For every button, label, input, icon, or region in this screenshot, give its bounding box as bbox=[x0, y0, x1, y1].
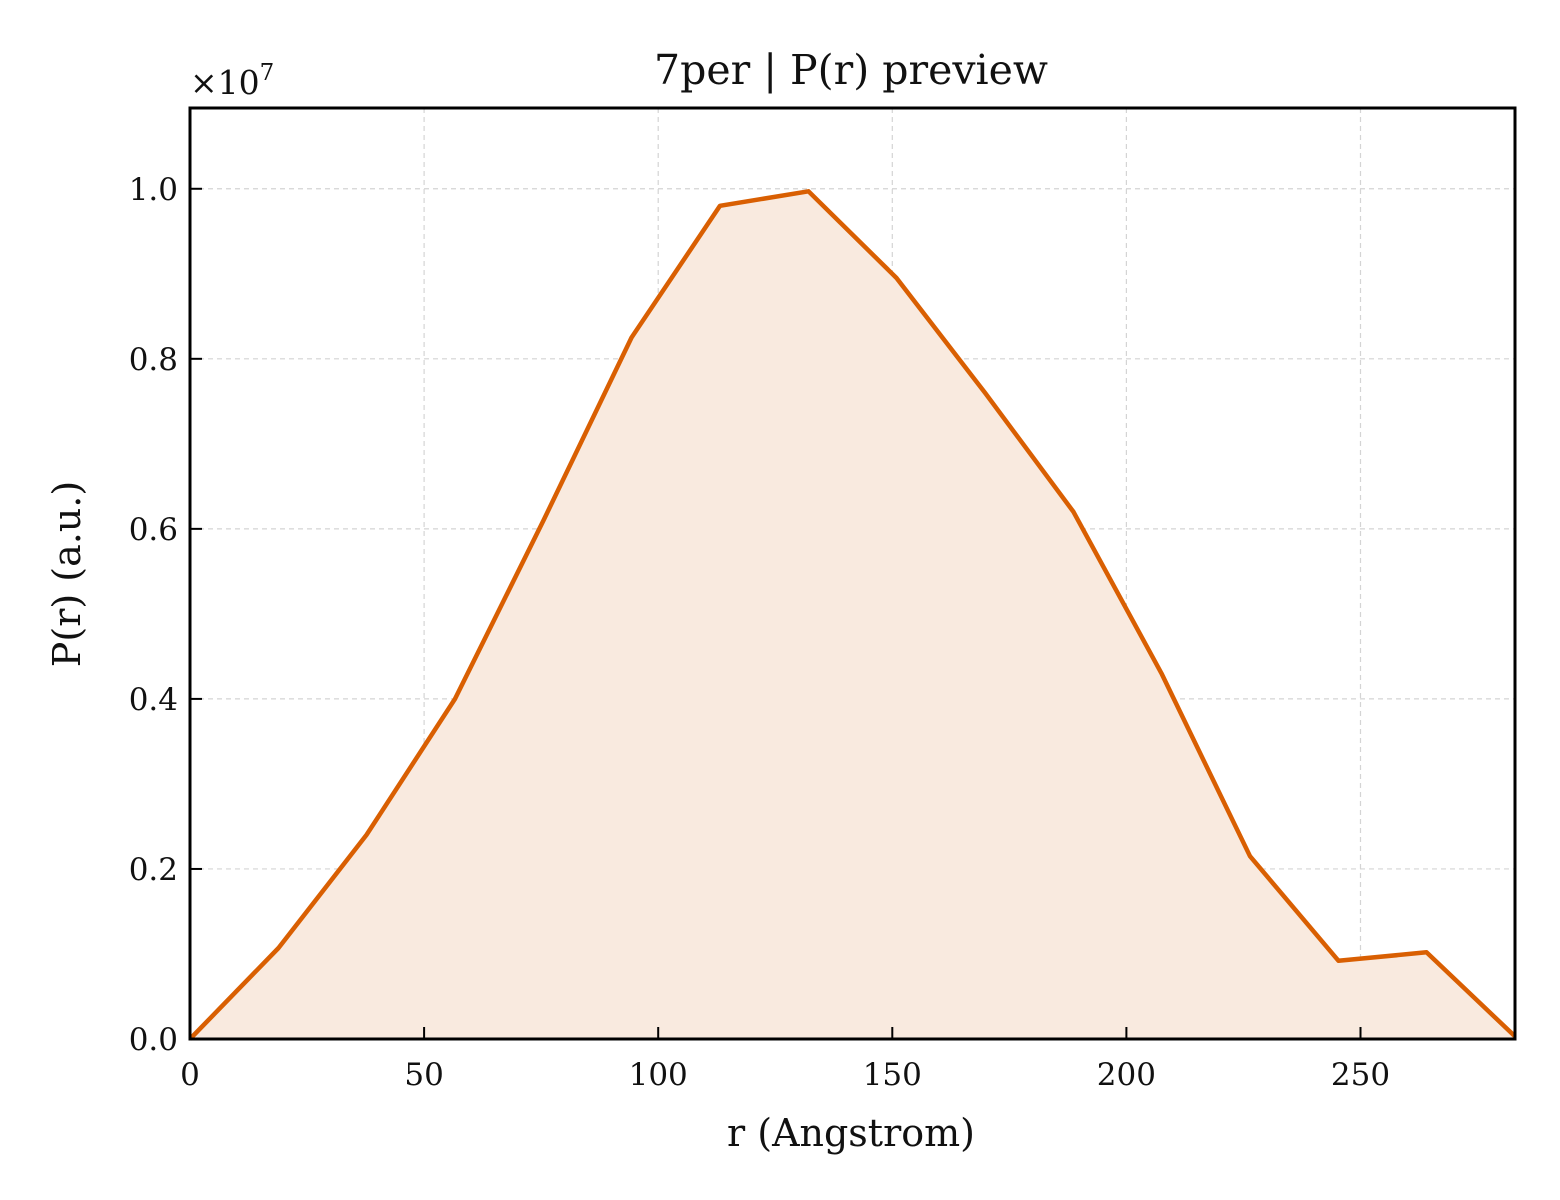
pr-series-line bbox=[188, 189, 1517, 1041]
pr-area-fill bbox=[190, 191, 1515, 1040]
y-tick-label: 0.4 bbox=[129, 682, 178, 718]
y-axis-label: P(r) (a.u.) bbox=[45, 481, 89, 667]
y-tick-label: 0.0 bbox=[129, 1022, 178, 1058]
x-tick-label: 150 bbox=[863, 1057, 922, 1093]
x-tick-label: 0 bbox=[180, 1057, 200, 1093]
x-axis-label: r (Angstrom) bbox=[727, 1111, 975, 1155]
y-tick-label: 0.6 bbox=[129, 512, 178, 548]
x-tick-label: 100 bbox=[629, 1057, 688, 1093]
y-tick-label: 0.2 bbox=[129, 852, 178, 888]
x-tick-label: 250 bbox=[1331, 1057, 1390, 1093]
chart-title: 7per | P(r) preview bbox=[654, 46, 1048, 94]
x-tick-label: 200 bbox=[1097, 1057, 1156, 1093]
y-axis-multiplier: ×107 bbox=[190, 60, 274, 102]
y-tick-label: 1.0 bbox=[129, 172, 178, 208]
plot-frame bbox=[188, 106, 1517, 1041]
y-tick-label: 0.8 bbox=[129, 342, 178, 378]
x-tick-label: 50 bbox=[404, 1057, 443, 1093]
axis-ticks bbox=[189, 187, 1362, 1040]
